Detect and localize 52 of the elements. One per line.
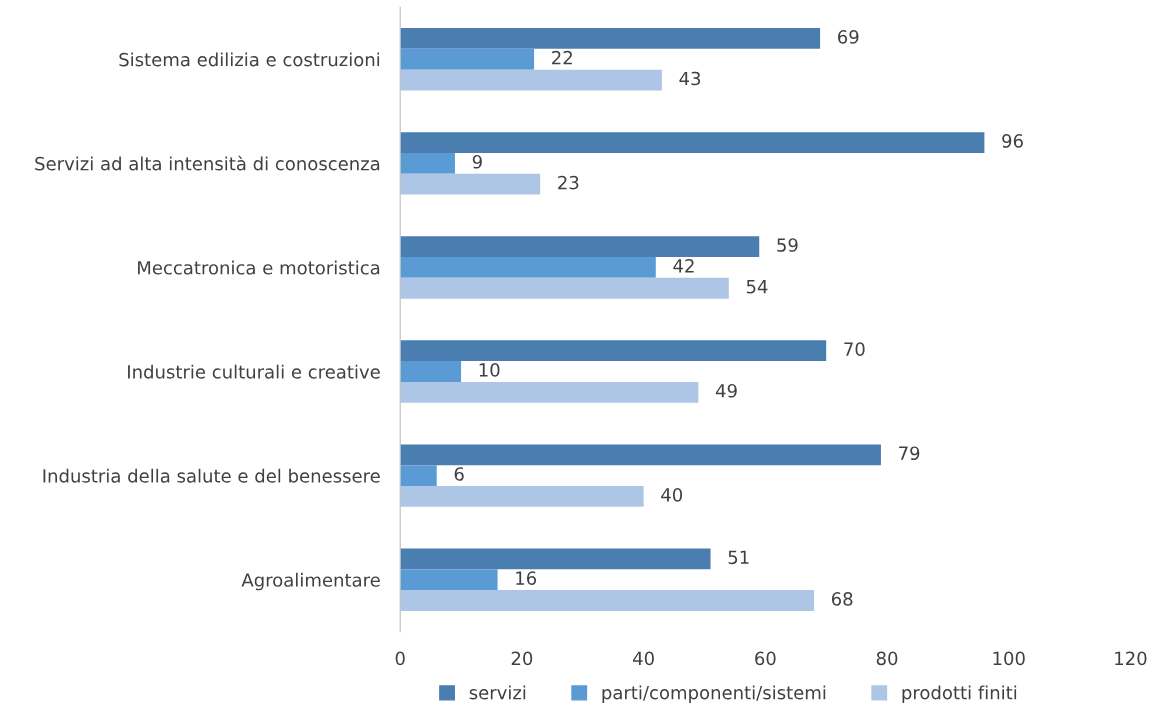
data-label: 40 <box>661 488 683 502</box>
bar <box>400 590 815 611</box>
bar <box>400 548 711 570</box>
bar <box>400 277 729 299</box>
data-label: 10 <box>479 363 500 377</box>
bar <box>400 69 662 91</box>
bar <box>400 173 541 195</box>
data-label: 79 <box>899 446 920 461</box>
data-label: 43 <box>679 71 701 86</box>
bar <box>400 236 760 258</box>
y-tick-label: Meccatronica e motoristica <box>138 260 380 275</box>
data-label: 70 <box>844 342 865 356</box>
y-tick-label: Agroalimentare <box>241 572 380 591</box>
bar <box>400 444 881 466</box>
legend-label: parti/componenti/sistemi <box>602 685 826 703</box>
data-label: 6 <box>454 467 464 481</box>
data-label: 49 <box>715 383 737 398</box>
bar <box>400 152 455 174</box>
x-tick-label: 120 <box>1115 651 1147 666</box>
x-tick-label: 100 <box>993 651 1025 666</box>
bar <box>400 381 699 403</box>
x-tick-label: 0 <box>395 651 405 666</box>
y-tick-label: Sistema edilizia e costruzioni <box>119 52 380 67</box>
bar <box>400 257 656 278</box>
x-tick-label: 20 <box>511 651 533 666</box>
data-label: 96 <box>1002 134 1023 148</box>
data-label: 51 <box>728 550 749 565</box>
legend-label: prodotti finiti <box>902 685 1017 703</box>
bar <box>400 132 985 153</box>
data-label: 42 <box>673 259 694 273</box>
x-tick-label: 40 <box>633 651 654 666</box>
legend-label: servizi <box>469 685 526 700</box>
y-tick-label: Industrie culturali e creative <box>128 364 380 379</box>
data-label: 68 <box>831 592 853 606</box>
data-label: 59 <box>777 238 798 252</box>
bar <box>400 486 644 507</box>
y-tick-label: Servizi ad alta intensità di conoscenza <box>35 155 380 171</box>
bar <box>400 569 498 591</box>
bar <box>400 340 827 362</box>
x-tick-label: 60 <box>755 651 776 666</box>
x-tick-label: 80 <box>876 651 898 666</box>
bar <box>400 361 462 382</box>
data-label: 9 <box>472 154 482 169</box>
data-label: 54 <box>746 280 768 294</box>
data-label: 23 <box>558 175 579 190</box>
y-tick-label: Industria della salute e del benessere <box>43 468 380 483</box>
bar <box>400 48 535 70</box>
bar <box>400 28 821 49</box>
data-label: 16 <box>516 571 537 585</box>
data-label: 69 <box>838 30 859 44</box>
data-label: 22 <box>552 50 572 65</box>
bar <box>400 465 437 487</box>
